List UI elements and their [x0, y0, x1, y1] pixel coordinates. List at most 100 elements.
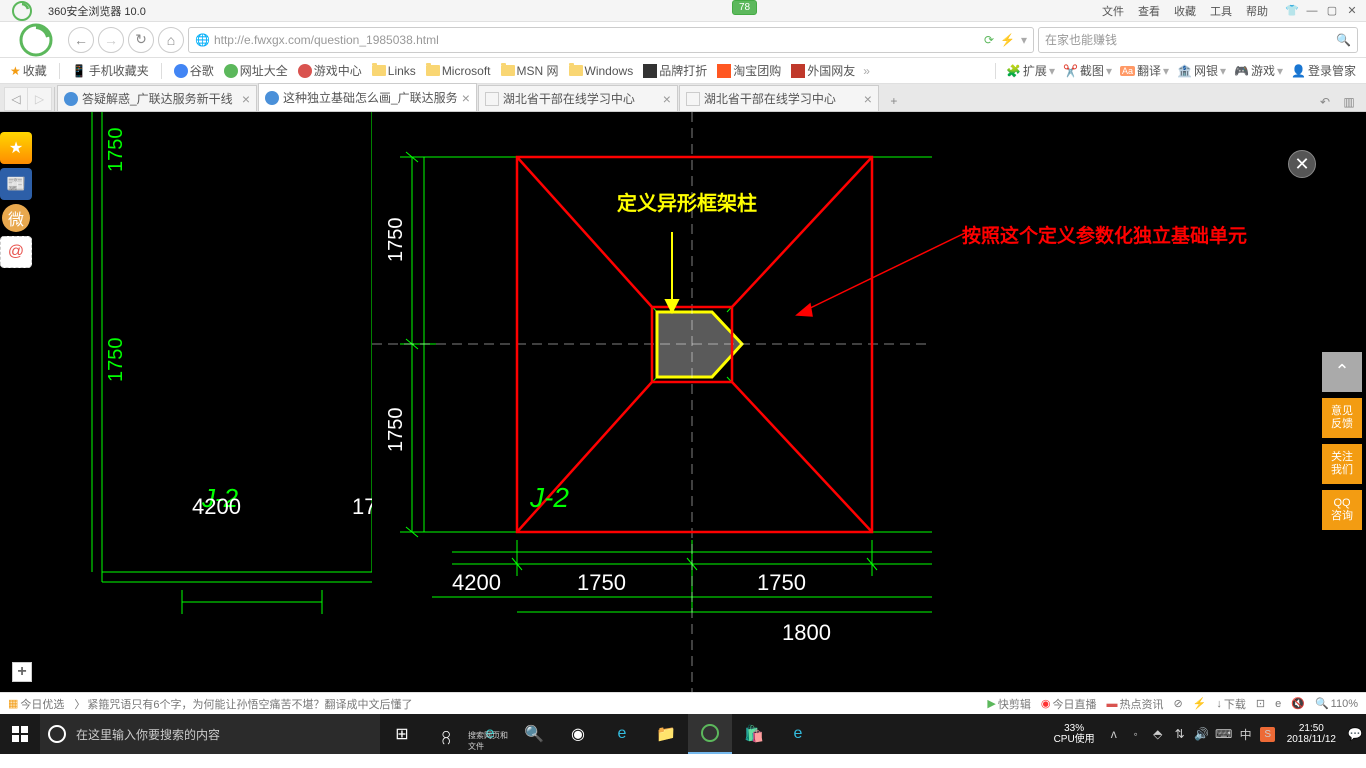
ime-sogou-icon[interactable]: S [1257, 727, 1279, 742]
tab-back-button[interactable]: ◁ [4, 87, 28, 111]
dropdown-icon[interactable]: ▾ [1021, 33, 1027, 47]
bookmark-windows[interactable]: Windows [567, 64, 636, 78]
forward-button[interactable]: → [98, 27, 124, 53]
sidebar-weibo-icon[interactable]: 微 [2, 204, 30, 232]
minimize-button[interactable]: — [1302, 2, 1322, 20]
add-panel-button[interactable]: + [12, 662, 32, 682]
block-icon[interactable]: ⊘ [1174, 697, 1183, 710]
sidebar-favorite-icon[interactable]: ★ [0, 132, 32, 164]
bookmark-google[interactable]: 谷歌 [172, 62, 216, 79]
bookmarks-more-icon[interactable]: » [863, 64, 870, 78]
menu-favorites[interactable]: 收藏 [1168, 3, 1202, 19]
tab-close-icon[interactable]: × [462, 90, 470, 106]
bookmark-links[interactable]: Links [370, 64, 418, 78]
tray-wifi-icon[interactable]: ⇅ [1169, 727, 1191, 741]
image-close-button[interactable]: ✕ [1288, 150, 1316, 178]
app-store-icon[interactable]: 🛍️ [732, 714, 776, 754]
maximize-button[interactable]: ▢ [1322, 2, 1342, 20]
tab-list-icon[interactable]: ▥ [1340, 93, 1358, 111]
tab-1[interactable]: 答疑解惑_广联达服务新干线 × [57, 85, 257, 111]
svg-text:1750: 1750 [385, 218, 407, 263]
qq-button[interactable]: QQ 咨询 [1322, 490, 1362, 530]
translate-button[interactable]: Aa翻译▾ [1118, 62, 1171, 79]
speed-badge[interactable]: 78 [732, 0, 757, 15]
today-picks[interactable]: ▦今日优选 [8, 696, 64, 712]
tab-forward-button[interactable]: ▷ [28, 87, 52, 111]
menu-help[interactable]: 帮助 [1240, 3, 1274, 19]
browser-logo-large-icon[interactable] [8, 22, 64, 58]
clock[interactable]: 21:50 2018/11/12 [1279, 723, 1344, 745]
speed-icon[interactable]: ⚡ [1193, 697, 1207, 710]
close-button[interactable]: ✕ [1342, 2, 1362, 20]
menu-file[interactable]: 文件 [1096, 3, 1130, 19]
follow-button[interactable]: 关注 我们 [1322, 444, 1362, 484]
start-button[interactable] [0, 714, 40, 754]
url-input[interactable]: 🌐 http://e.fwxgx.com/question_1985038.ht… [188, 27, 1034, 53]
restore-tab-icon[interactable]: ↶ [1316, 93, 1334, 111]
cortana-search[interactable]: 在这里输入你要搜索的内容 [40, 714, 380, 754]
new-tab-button[interactable]: + [884, 91, 904, 111]
compat-icon[interactable]: ⟳ [984, 33, 994, 47]
cpu-meter[interactable]: 33% CPU使用 [1046, 723, 1103, 745]
live-today[interactable]: ◉今日直播 [1041, 696, 1097, 712]
reload-button[interactable]: ↻ [128, 27, 154, 53]
login-manager-button[interactable]: 👤登录管家 [1289, 62, 1358, 79]
scroll-top-button[interactable]: ⌃ [1322, 352, 1362, 392]
quick-edit[interactable]: ▶快剪辑 [987, 696, 1030, 712]
ie-mode-icon[interactable]: e [1275, 698, 1281, 710]
app-edge-icon[interactable]: e [776, 714, 820, 754]
ime-lang[interactable]: 中 [1235, 726, 1257, 743]
tray-expand-icon[interactable]: ʌ [1103, 727, 1125, 741]
sidebar-at-icon[interactable]: @ [0, 236, 32, 268]
skin-button[interactable]: 👕 [1282, 2, 1302, 20]
home-button[interactable]: ⌂ [158, 27, 184, 53]
app-spiral-icon[interactable]: ◉ [556, 714, 600, 754]
app-swirl-icon[interactable]: ႙ [424, 714, 468, 754]
tab-2[interactable]: 这种独立基础怎么画_广联达服务 × [258, 83, 477, 111]
menu-tools[interactable]: 工具 [1204, 3, 1238, 19]
bookmark-microsoft[interactable]: Microsoft [424, 64, 493, 78]
bookmark-foreign[interactable]: 外国网友 [789, 62, 857, 79]
task-view-icon[interactable]: ⊞ [380, 714, 424, 754]
download-button[interactable]: ↓下载 [1216, 696, 1246, 712]
hot-news[interactable]: ▬热点资讯 [1107, 696, 1164, 712]
games-button[interactable]: 🎮游戏▾ [1232, 62, 1285, 79]
bookmark-msn[interactable]: MSN 网 [499, 62, 561, 79]
menu-view[interactable]: 查看 [1132, 3, 1166, 19]
flash-icon[interactable]: ⚡ [1000, 33, 1015, 47]
tray-keyboard-icon[interactable]: ⌨ [1213, 727, 1235, 741]
screenshot-button[interactable]: ✂️截图▾ [1061, 62, 1114, 79]
tab-close-icon[interactable]: × [663, 91, 671, 107]
extensions-button[interactable]: 🧩扩展▾ [1004, 62, 1057, 79]
app-ie2-icon[interactable]: e [600, 714, 644, 754]
news-ticker[interactable]: 〉紧箍咒语只有6个字，为何能让孙悟空痛苦不堪？翻译成中文后懂了 [74, 696, 412, 712]
app-ie-icon[interactable]: e搜索网页和文件 [468, 714, 512, 754]
tray-volume-icon[interactable]: 🔊 [1191, 727, 1213, 741]
pip-icon[interactable]: ⊡ [1256, 697, 1265, 710]
app-search2-icon[interactable]: 🔍 [512, 714, 556, 754]
favorites-button[interactable]: ★收藏 [8, 62, 49, 79]
cad-image-viewer[interactable]: 1750 1750 J-2 4200 175 [42, 112, 1322, 692]
search-input[interactable]: 在家也能赚钱 🔍 [1038, 27, 1358, 53]
bookmark-mobile[interactable]: 📱手机收藏夹 [70, 62, 151, 79]
bookmark-taobao[interactable]: 淘宝团购 [715, 62, 783, 79]
back-button[interactable]: ← [68, 27, 94, 53]
bookmark-brand[interactable]: 品牌打折 [641, 62, 709, 79]
zoom-label[interactable]: 🔍110% [1315, 697, 1358, 710]
feedback-button[interactable]: 意见 反馈 [1322, 398, 1362, 438]
tab-close-icon[interactable]: × [864, 91, 872, 107]
mute-icon[interactable]: 🔇 [1291, 697, 1305, 710]
app-360-icon[interactable] [688, 714, 732, 754]
tab-4[interactable]: 湖北省干部在线学习中心 × [679, 85, 879, 111]
notifications-icon[interactable]: 💬 [1344, 727, 1366, 741]
tab-close-icon[interactable]: × [242, 91, 250, 107]
bank-button[interactable]: 🏦网银▾ [1175, 62, 1228, 79]
sidebar-news-icon[interactable]: 📰 [0, 168, 32, 200]
search-icon[interactable]: 🔍 [1336, 33, 1351, 47]
tray-app1-icon[interactable]: ◦ [1125, 727, 1147, 741]
bookmark-games[interactable]: 游戏中心 [296, 62, 364, 79]
tab-3[interactable]: 湖北省干部在线学习中心 × [478, 85, 678, 111]
bookmark-sites[interactable]: 网址大全 [222, 62, 290, 79]
app-folder-icon[interactable]: 📁 [644, 714, 688, 754]
tray-app2-icon[interactable]: ⬘ [1147, 727, 1169, 741]
